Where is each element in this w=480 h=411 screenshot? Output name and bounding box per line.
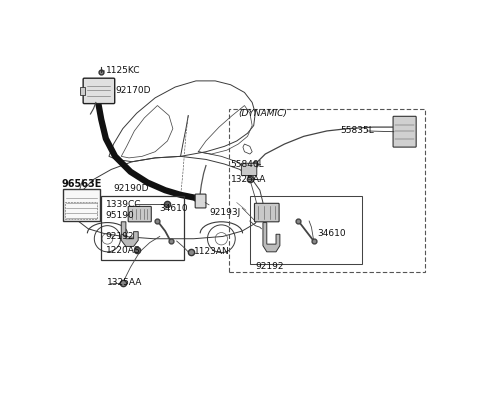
Text: 34610: 34610 — [317, 229, 346, 238]
Text: 92192: 92192 — [106, 232, 134, 241]
Bar — [65, 202, 97, 219]
Text: 55840L: 55840L — [230, 159, 264, 169]
Text: 1123AN: 1123AN — [193, 247, 229, 256]
Text: 1339CC: 1339CC — [106, 200, 142, 209]
Polygon shape — [121, 222, 138, 247]
Bar — [250, 196, 361, 264]
FancyBboxPatch shape — [195, 194, 206, 208]
Text: 1125KC: 1125KC — [106, 67, 140, 75]
Bar — [229, 109, 425, 272]
Bar — [101, 196, 184, 259]
Polygon shape — [263, 223, 280, 252]
Text: 92193J: 92193J — [209, 208, 240, 217]
Text: 1325AA: 1325AA — [108, 278, 143, 287]
Text: 34610: 34610 — [160, 204, 188, 213]
Bar — [80, 87, 85, 95]
Text: 92190D: 92190D — [114, 184, 149, 192]
Text: 92192: 92192 — [255, 262, 284, 271]
FancyBboxPatch shape — [128, 206, 151, 222]
Text: 96563E: 96563E — [61, 179, 101, 189]
Bar — [63, 189, 100, 221]
FancyBboxPatch shape — [254, 203, 279, 222]
Text: 95190: 95190 — [106, 211, 134, 220]
FancyBboxPatch shape — [393, 116, 416, 147]
Text: 92170D: 92170D — [115, 85, 151, 95]
Text: 55835L: 55835L — [340, 127, 374, 136]
Text: 1325AA: 1325AA — [230, 175, 266, 184]
FancyBboxPatch shape — [241, 163, 257, 175]
Text: 1220AS: 1220AS — [106, 246, 141, 255]
Text: (DYNAMIC): (DYNAMIC) — [238, 109, 287, 118]
FancyBboxPatch shape — [83, 78, 115, 104]
